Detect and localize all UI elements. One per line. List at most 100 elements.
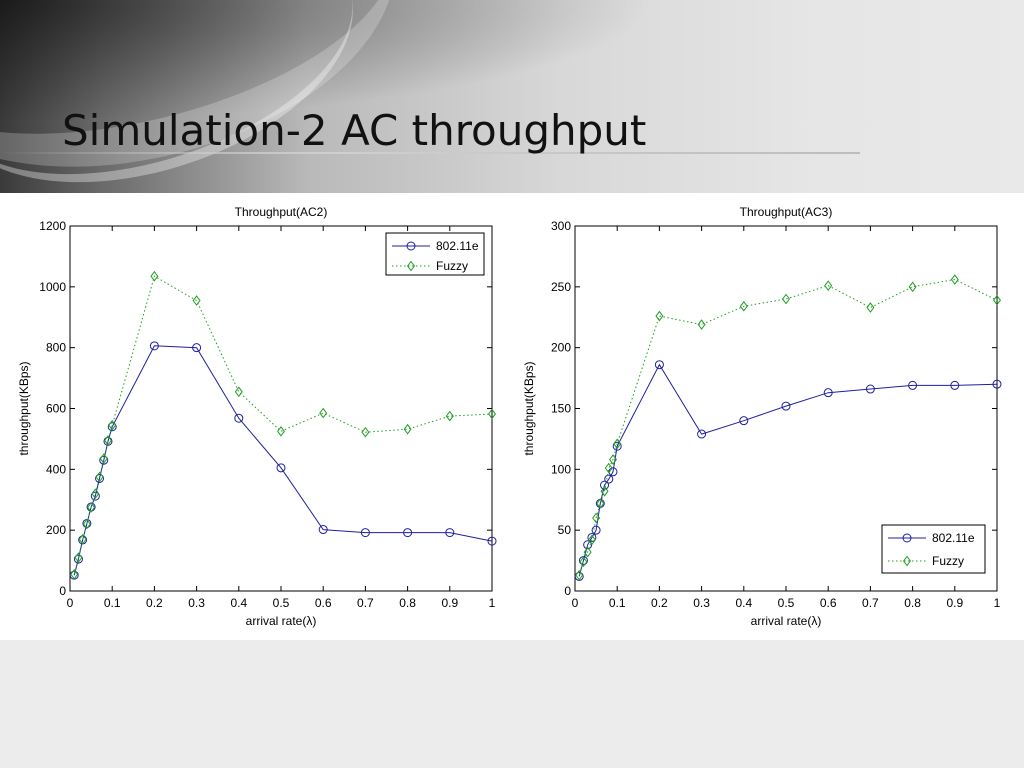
data-point-80211e [739,416,749,426]
data-point-80211e [992,379,1002,389]
y-tick-label: 250 [551,280,571,294]
data-point-fuzzy [587,534,596,546]
slide-title: Simulation-2 AC throughput [62,106,647,155]
data-point-fuzzy [596,498,605,509]
data-point-80211e [781,401,791,411]
data-point-80211e [73,554,83,564]
data-point-fuzzy [613,438,622,450]
data-point-fuzzy [99,453,108,465]
data-point-80211e [99,455,109,465]
chart-title: Throughput(AC2) [235,205,328,219]
y-axis-label: throughput(KBps) [522,361,536,455]
x-tick-label: 0.5 [778,596,795,610]
data-point-fuzzy [608,454,617,465]
x-tick-label: 0.2 [651,596,668,610]
slide-header: Simulation-2 AC throughput [0,0,1024,193]
data-point-80211e [908,380,918,390]
data-point-fuzzy [78,533,87,545]
data-point-80211e [612,441,622,451]
data-point-80211e [591,525,601,535]
data-point-fuzzy [782,293,790,305]
x-tick-label: 0.8 [399,596,416,610]
data-point-80211e [403,528,413,538]
x-tick-label: 0.8 [904,596,921,610]
data-point-80211e [823,388,833,398]
x-tick-label: 0.4 [230,596,247,610]
data-point-80211e [445,528,455,538]
data-point-fuzzy [592,512,601,524]
data-point-80211e [95,473,105,483]
legend-marker-diamond [407,260,415,272]
legend-marker-circle [902,533,912,543]
x-axis-label: arrival rate(λ) [751,614,822,628]
y-tick-label: 1000 [39,280,66,294]
legend-box [881,524,986,574]
data-point-fuzzy [277,425,285,437]
title-underline [0,152,860,154]
x-tick-label: 0.6 [315,596,332,610]
legend-label: 802.11e [932,531,975,545]
x-tick-label: 0.3 [188,596,205,610]
data-point-fuzzy [91,488,100,499]
x-tick-label: 0 [67,596,74,610]
data-point-fuzzy [403,423,412,435]
data-point-80211e [865,384,875,394]
data-point-fuzzy [361,426,370,438]
x-tick-label: 0.9 [946,596,963,610]
y-tick-label: 600 [46,402,66,416]
data-point-80211e [192,343,202,353]
data-point-fuzzy [445,410,454,422]
x-tick-label: 0 [572,596,579,610]
data-point-fuzzy [319,407,328,419]
x-tick-label: 0.1 [104,596,121,610]
header-shading [0,0,1024,193]
x-tick-label: 0.4 [735,596,752,610]
data-point-fuzzy [108,419,117,431]
series-line-80211e [578,363,998,577]
x-tick-label: 0.2 [146,596,163,610]
legend-marker-circle [406,241,416,251]
data-point-80211e [604,474,614,484]
data-point-80211e [360,528,370,538]
x-tick-label: 0.3 [693,596,710,610]
data-point-80211e [149,341,159,351]
x-tick-label: 0.1 [609,596,626,610]
y-tick-label: 150 [551,402,571,416]
data-point-fuzzy [575,569,584,581]
data-point-fuzzy [82,518,91,530]
y-tick-label: 300 [551,219,571,233]
y-tick-label: 200 [551,341,571,355]
y-tick-label: 0 [564,584,571,598]
data-point-80211e [487,536,497,546]
y-tick-label: 50 [558,523,572,537]
data-point-fuzzy [150,270,159,282]
data-point-fuzzy [824,280,833,291]
x-tick-label: 0.7 [357,596,374,610]
data-point-fuzzy [604,462,613,474]
legend-label: Fuzzy [932,554,964,568]
legend-label: Fuzzy [436,259,468,273]
y-axis-label: throughput(KBps) [17,361,31,455]
legend-box [385,232,485,276]
data-point-fuzzy [697,319,706,330]
data-point-80211e [318,525,328,535]
x-tick-label: 1 [489,596,496,610]
y-tick-label: 200 [46,523,66,537]
y-tick-label: 400 [46,462,66,476]
y-tick-label: 800 [46,341,66,355]
slide-footer [0,640,1024,768]
data-point-fuzzy [87,502,96,513]
data-point-fuzzy [866,302,875,313]
data-point-fuzzy [488,408,496,420]
x-axis-label: arrival rate(λ) [246,614,317,628]
x-tick-label: 0.9 [441,596,458,610]
figure-area: Throughput(AC2) 0 0.1 0.2 0.3 0.4 0.5 0.6 0.7 0.8… [0,193,1024,640]
data-point-80211e [276,463,286,473]
data-point-80211e [654,360,664,370]
data-point-fuzzy [993,294,1001,306]
legend-label: 802.11e [436,239,479,253]
data-point-80211e [600,480,610,490]
series-line-fuzzy [578,278,998,576]
data-point-fuzzy [908,281,917,293]
y-tick-label: 0 [59,584,66,598]
